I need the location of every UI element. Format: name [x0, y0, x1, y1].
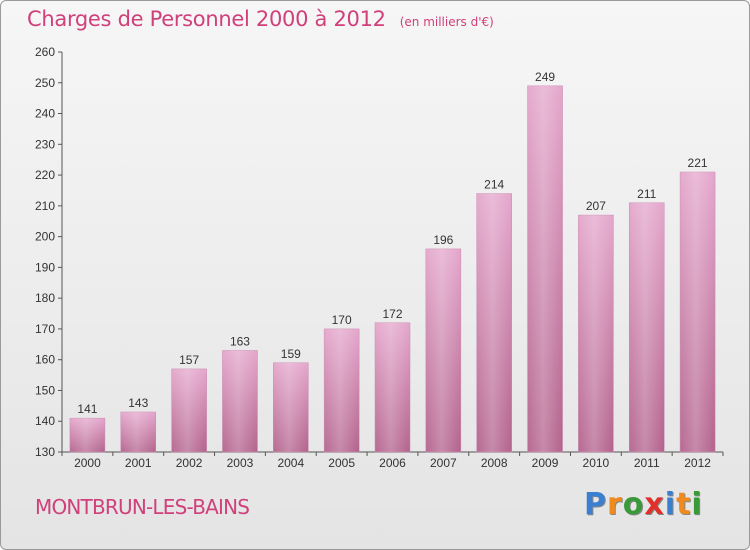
x-tick-label: 2012	[684, 456, 711, 470]
bar-shine	[476, 193, 512, 453]
logo-letter: i	[691, 487, 703, 522]
bar-shine	[222, 350, 258, 452]
data-label: 143	[128, 396, 148, 410]
data-label: 163	[230, 334, 250, 348]
y-tick-label: 200	[35, 230, 55, 244]
y-tick-label: 150	[35, 383, 55, 397]
logo-letter: r	[607, 487, 623, 522]
commune-name: MONTBRUN-LES-BAINS	[35, 495, 250, 519]
bar-shine	[171, 368, 207, 452]
y-tick-label: 210	[35, 199, 55, 213]
bar-shine	[69, 418, 105, 452]
data-label: 172	[382, 307, 402, 321]
data-label: 249	[535, 70, 555, 84]
y-tick-label: 160	[35, 353, 55, 367]
y-tick-label: 220	[35, 168, 55, 182]
data-label: 159	[281, 347, 301, 361]
data-label: 196	[433, 233, 453, 247]
axes: 130 140 150 160 170 180 190 200 210 220 230 240 250 2…	[35, 45, 724, 470]
data-label: 207	[586, 199, 606, 213]
x-tick-label: 2010	[583, 456, 610, 470]
y-tick-label: 240	[35, 107, 55, 121]
logo-letter: o	[622, 487, 645, 522]
bar-shine	[527, 85, 563, 452]
data-label: 141	[77, 402, 97, 416]
bar-shine	[324, 328, 360, 452]
y-tick-label: 140	[35, 414, 55, 428]
x-tick-label: 2007	[430, 456, 457, 470]
x-tick-label: 2004	[277, 456, 304, 470]
data-label: 157	[179, 353, 199, 367]
x-tick-label: 2008	[481, 456, 508, 470]
y-tick-label: 260	[35, 45, 55, 59]
x-tick-label: 2002	[176, 456, 203, 470]
bar-shine	[375, 322, 410, 452]
bar-shine	[425, 248, 461, 452]
x-tick-label: 2011	[634, 456, 660, 470]
data-labels: 141 143 157 163 159 170 172 196 214 249 207 211 221	[77, 70, 708, 416]
bar-shine	[273, 362, 309, 452]
y-tick-label: 130	[35, 445, 55, 459]
x-tick-label: 2000	[74, 456, 101, 470]
y-tick-label: 190	[35, 260, 55, 274]
data-label: 214	[484, 178, 504, 192]
y-tick-label: 180	[35, 291, 55, 305]
x-tick-label: 2006	[379, 456, 406, 470]
x-tick-label: 2005	[328, 456, 355, 470]
bar-shine	[578, 215, 614, 452]
x-tick-label: 2001	[125, 456, 152, 470]
x-tick-label: 2009	[532, 456, 559, 470]
bar-shine	[120, 412, 156, 452]
bar-shine	[629, 202, 665, 452]
logo-letter: i	[664, 487, 677, 522]
chart-title: Charges de Personnel 2000 à 2012 (en mill…	[27, 7, 494, 31]
proxiti-logo: Proxiti	[584, 487, 703, 522]
x-tick-label: 2003	[227, 456, 254, 470]
bar-shine	[680, 172, 716, 452]
y-tick-label: 250	[35, 76, 55, 90]
logo-letter: t	[676, 487, 692, 522]
logo-letter: x	[644, 487, 665, 522]
title-text: Charges de Personnel 2000 à 2012	[27, 7, 386, 31]
data-label: 211	[637, 187, 656, 201]
y-tick-label: 170	[35, 322, 55, 336]
y-tick-label: 230	[35, 137, 55, 151]
logo-letter: P	[584, 487, 607, 522]
data-label: 170	[332, 313, 352, 327]
subtitle-text: (en milliers d'€)	[399, 15, 494, 29]
data-label: 221	[688, 156, 708, 170]
bars	[69, 85, 716, 453]
